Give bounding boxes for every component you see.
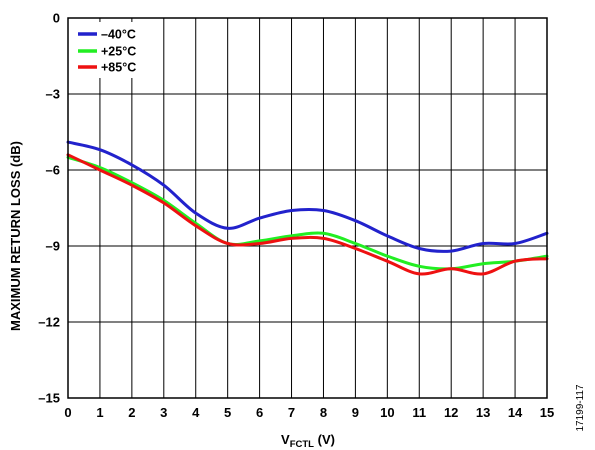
series-layer [66,140,549,276]
legend-item-series-3: +85°C [78,61,136,75]
legend-item-series-2: +25°C [78,45,136,59]
series-line-1 [66,140,549,253]
y-tick-label: 0 [53,11,60,26]
x-tick-labels: 0 1 2 3 4 5 6 7 8 9 10 11 12 13 14 15 [64,405,554,420]
x-tick-label: 4 [192,405,200,420]
y-axis-title: MAXIMUM RETURN LOSS (dB) [8,141,23,331]
x-tick-label: 7 [288,405,295,420]
x-tick-label: 15 [540,405,554,420]
y-tick-label: –6 [46,163,60,178]
x-axis-title-subscript: FCTL [290,439,314,450]
x-tick-label: 1 [96,405,103,420]
x-tick-label: 6 [256,405,263,420]
figure-id: 17199-117 [575,384,586,432]
series-line-3 [66,153,549,276]
x-tick-label: 10 [380,405,394,420]
series-line-2 [66,155,549,271]
x-tick-label: 3 [160,405,167,420]
y-tick-label: –9 [46,239,60,254]
y-tick-labels: 0 –3 –6 –9 –12 –15 [38,11,60,406]
x-axis-title: VFCTL (V) [281,432,335,450]
x-axis-title-main: V [281,432,290,447]
x-tick-label: 12 [444,405,458,420]
y-tick-label: –3 [46,87,60,102]
legend-label-series-1: –40°C [101,28,136,42]
x-tick-label: 8 [320,405,327,420]
x-tick-label: 5 [224,405,231,420]
x-tick-label: 14 [508,405,523,420]
legend: –40°C +25°C +85°C [72,22,154,78]
plot-frame [67,17,548,399]
x-axis-title-unit: (V) [314,432,335,447]
legend-label-series-3: +85°C [101,61,136,75]
x-tick-label: 9 [352,405,359,420]
x-tick-label: 13 [476,405,490,420]
x-tick-label: 2 [128,405,135,420]
x-tick-label: 0 [64,405,71,420]
legend-label-series-2: +25°C [101,45,136,59]
legend-item-series-1: –40°C [78,28,136,42]
x-tick-label: 11 [412,405,426,420]
y-tick-label: –12 [38,315,60,330]
y-tick-label: –15 [38,391,60,406]
